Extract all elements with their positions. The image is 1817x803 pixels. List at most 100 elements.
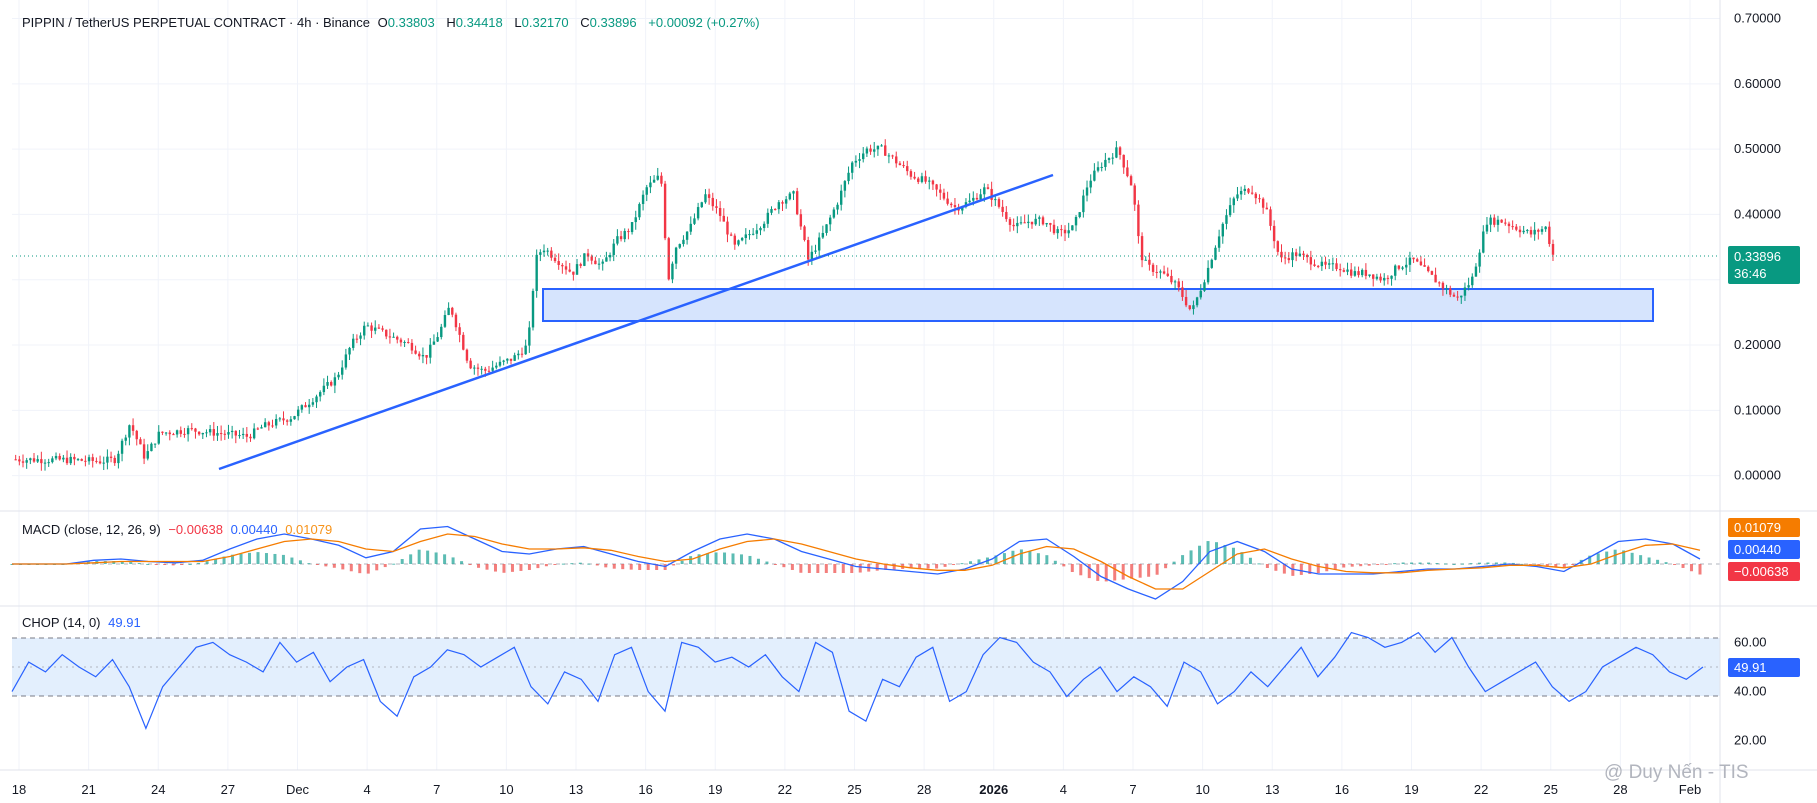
candle-body	[1093, 170, 1096, 181]
candle-body	[1067, 230, 1070, 234]
macd-hist-bar	[918, 564, 922, 569]
macd-hist-bar	[1045, 555, 1049, 564]
candle-body	[729, 234, 733, 236]
macd-hist-bar	[383, 564, 387, 568]
candle-body	[913, 176, 916, 179]
candle-body	[1019, 222, 1023, 224]
time-tick-label: 2026	[979, 782, 1008, 797]
macd-hist-bar	[1367, 564, 1371, 566]
candle-body	[146, 451, 149, 459]
macd-hist-bar	[1147, 564, 1151, 577]
macd-hist-bar	[1172, 561, 1176, 564]
candle-body	[333, 377, 337, 386]
candle-body	[1214, 247, 1217, 260]
time-tick-label: 7	[433, 782, 440, 797]
macd-hist-bar	[977, 559, 981, 564]
candle-body	[1027, 221, 1030, 224]
last-price-badge: 0.33896 36:46	[1728, 246, 1800, 284]
candle-body	[131, 425, 135, 431]
signal-line	[12, 533, 1701, 590]
candle-body	[678, 244, 681, 248]
time-tick-label: 19	[708, 782, 722, 797]
candle-body	[1206, 267, 1210, 283]
macd-pane[interactable]	[10, 525, 1721, 600]
candle-body	[1478, 252, 1481, 267]
candle-body	[51, 458, 54, 463]
candle-body	[1379, 276, 1382, 281]
candle-body	[891, 155, 894, 157]
macd-hist-bar	[1460, 563, 1464, 565]
macd-hist-bar	[1291, 564, 1295, 576]
candle-body	[1236, 194, 1239, 199]
macd-legend[interactable]: MACD (close, 12, 26, 9) −0.00638 0.00440…	[22, 522, 336, 537]
macd-hist-bar	[222, 556, 226, 564]
candle-body	[528, 327, 531, 346]
candle-body	[469, 360, 472, 369]
candle-body	[1364, 269, 1368, 276]
macd-hist-bar	[493, 564, 497, 572]
symbol-legend[interactable]: PIPPIN / TetherUS PERPETUAL CONTRACT · 4…	[22, 15, 764, 30]
candle-body	[762, 223, 766, 229]
candle-body	[32, 458, 36, 462]
macd-hist-bar	[146, 563, 150, 565]
macd-hist-bar	[273, 553, 277, 564]
candle-body	[862, 153, 865, 160]
candle-body	[590, 256, 593, 261]
candle-body	[1471, 276, 1474, 286]
candle-body	[781, 202, 784, 204]
candle-body	[1372, 274, 1375, 279]
candle-body	[803, 226, 806, 241]
candle-body	[1104, 159, 1107, 167]
candle-body	[271, 425, 274, 427]
macd-hist-bar	[1673, 564, 1677, 565]
candle-body	[1243, 188, 1246, 191]
candle-body	[212, 429, 215, 436]
chop-legend[interactable]: CHOP (14, 0) 49.91	[22, 615, 145, 630]
time-axis[interactable]: 18 21 24 27 Dec 4 7 10 13 16 19 22 25 28 2026 4 7 10 13 16 1…	[12, 782, 1701, 797]
macd-hist-bar	[697, 554, 701, 564]
candle-body	[513, 355, 516, 361]
chop-pane[interactable]: 60.00 40.00 20.00	[11, 631, 1767, 748]
time-tick-label: 10	[1195, 782, 1209, 797]
candle-body	[1173, 281, 1177, 283]
candle-body	[1427, 266, 1430, 272]
macd-hist-bar	[1265, 564, 1269, 568]
candle-body	[58, 455, 61, 460]
macd-hist-bar	[1011, 550, 1015, 564]
macd-hist-bar	[1393, 563, 1397, 565]
candle-body	[25, 460, 28, 463]
candle-body	[1199, 290, 1202, 298]
macd-hist-bar	[723, 552, 727, 564]
candle-body	[1515, 226, 1518, 230]
candle-body	[711, 197, 714, 207]
candle-body	[1489, 217, 1492, 225]
candle-body	[252, 428, 256, 439]
trendline[interactable]	[218, 173, 1054, 471]
candle-body	[1225, 215, 1228, 224]
candle-body	[208, 429, 212, 433]
candle-body	[1390, 275, 1393, 279]
macd-hist-bar	[1639, 555, 1643, 564]
candle-body	[726, 221, 729, 235]
candle-body	[1250, 192, 1254, 194]
candle-body	[792, 191, 795, 194]
candle-body	[1342, 270, 1346, 272]
candle-body	[649, 182, 652, 188]
candle-body	[359, 335, 362, 339]
candle-body	[120, 440, 124, 454]
time-tick-label: 16	[638, 782, 652, 797]
candle-body	[124, 437, 127, 441]
watermark: @ Duy Nến - TIS	[1604, 762, 1749, 783]
macd-hist-bar	[1138, 564, 1142, 578]
candle-body	[656, 175, 659, 180]
support-zone[interactable]	[542, 288, 1654, 322]
candle-body	[319, 392, 322, 397]
candle-body	[696, 207, 700, 219]
macd-hist-bar	[1104, 564, 1108, 582]
candle-body	[1298, 253, 1302, 257]
price-pane[interactable]	[12, 139, 1720, 471]
macd-hist-bar	[163, 564, 167, 565]
price-tick-label: 0.70000	[1734, 11, 1781, 26]
candle-body	[219, 433, 223, 435]
